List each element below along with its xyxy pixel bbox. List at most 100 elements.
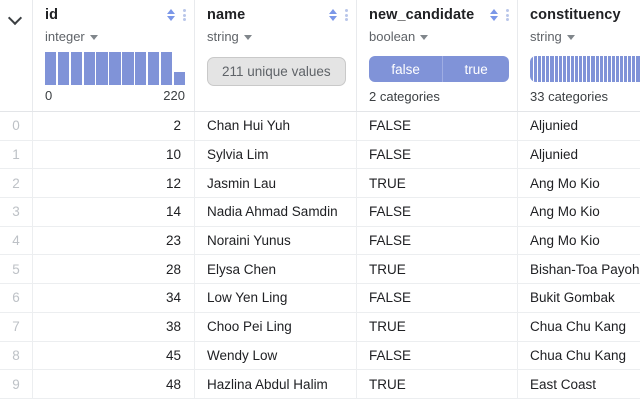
column-header-actions xyxy=(167,8,186,22)
cell-constituency[interactable]: Ang Mo Kio xyxy=(530,233,600,249)
unique-values-chip: 211 unique values xyxy=(207,57,346,86)
cell-constituency[interactable]: East Coast xyxy=(530,376,597,392)
histogram-bar xyxy=(135,52,147,85)
cell-id[interactable]: 34 xyxy=(33,284,195,312)
category-segment xyxy=(616,56,621,82)
column-header-name[interactable]: name string 211 unique values xyxy=(195,0,357,111)
column-header-new-candidate[interactable]: new_candidate boolean false true 2 categ… xyxy=(357,0,518,111)
column-type[interactable]: integer xyxy=(45,29,184,45)
caret-down-icon[interactable] xyxy=(566,34,575,40)
category-segment xyxy=(628,56,633,82)
category-segment xyxy=(596,56,600,82)
chevron-down-icon[interactable] xyxy=(9,12,23,26)
category-segment xyxy=(530,56,535,82)
more-options-icon[interactable] xyxy=(506,8,509,22)
axis-min-label: 0 xyxy=(45,88,53,103)
cell-new-candidate[interactable]: TRUE xyxy=(357,370,518,398)
cell-new-candidate[interactable]: FALSE xyxy=(357,226,518,255)
header-collapse-cell[interactable] xyxy=(0,0,33,111)
category-segment xyxy=(608,56,612,82)
cell-constituency[interactable]: Aljunied xyxy=(530,118,579,134)
cell-new-candidate[interactable]: FALSE xyxy=(357,140,518,169)
cell-constituency[interactable]: Ang Mo Kio xyxy=(530,204,600,220)
table-row[interactable]: 3 14 Nadia Ahmad Samdin FALSE Ang Mo Kio xyxy=(0,198,640,227)
histogram-bar xyxy=(57,52,70,85)
category-segment xyxy=(575,56,580,82)
cell-name[interactable]: Elysa Chen xyxy=(195,255,357,284)
cell-new-candidate[interactable]: FALSE xyxy=(357,284,518,312)
column-type[interactable]: string xyxy=(530,29,640,45)
column-type-label: integer xyxy=(45,29,85,44)
histogram-bar xyxy=(83,52,95,85)
cell-name[interactable]: Noraini Yunus xyxy=(195,226,357,255)
cell-name[interactable]: Wendy Low xyxy=(195,341,357,370)
table-row[interactable]: 1 10 Sylvia Lim FALSE Aljunied xyxy=(0,140,640,170)
axis-max-label: 220 xyxy=(163,88,185,103)
cell-id[interactable]: 45 xyxy=(33,341,195,370)
table-row[interactable]: 6 34 Low Yen Ling FALSE Bukit Gombak xyxy=(0,284,640,313)
row-index: 9 xyxy=(0,370,33,398)
sort-icon[interactable] xyxy=(329,8,338,22)
sort-icon[interactable] xyxy=(167,8,176,22)
cell-id[interactable]: 48 xyxy=(33,370,195,398)
cell-id[interactable]: 23 xyxy=(33,226,195,255)
table-row[interactable]: 8 45 Wendy Low FALSE Chua Chu Kang xyxy=(0,341,640,371)
column-title: name xyxy=(207,7,246,23)
boolean-distribution-bar: false true xyxy=(369,56,509,82)
cell-id[interactable]: 28 xyxy=(33,255,195,284)
cell-new-candidate[interactable]: FALSE xyxy=(357,198,518,226)
category-segment xyxy=(538,56,543,82)
cell-name[interactable]: Nadia Ahmad Samdin xyxy=(195,198,357,226)
cell-id[interactable]: 2 xyxy=(33,112,195,140)
column-header-constituency[interactable]: constituency string 33 categories xyxy=(518,0,640,111)
cell-name[interactable]: Jasmin Lau xyxy=(195,169,357,198)
caret-down-icon[interactable] xyxy=(89,34,98,40)
cell-constituency[interactable]: Chua Chu Kang xyxy=(530,347,627,363)
table-row[interactable]: 2 12 Jasmin Lau TRUE Ang Mo Kio xyxy=(0,169,640,199)
column-type[interactable]: string xyxy=(207,29,346,45)
category-segment xyxy=(620,56,625,82)
sort-icon[interactable] xyxy=(490,8,499,22)
table-row[interactable]: 9 48 Hazlina Abdul Halim TRUE East Coast xyxy=(0,370,640,399)
cell-constituency[interactable]: Chua Chu Kang xyxy=(530,319,627,335)
caret-down-icon[interactable] xyxy=(243,34,252,40)
cell-constituency[interactable]: Aljunied xyxy=(530,147,579,163)
category-segment xyxy=(555,56,559,82)
cell-constituency[interactable]: Ang Mo Kio xyxy=(530,175,600,191)
cell-id[interactable]: 10 xyxy=(33,140,195,169)
table-row[interactable]: 0 2 Chan Hui Yuh FALSE Aljunied xyxy=(0,112,640,141)
cell-id[interactable]: 38 xyxy=(33,312,195,341)
cell-name[interactable]: Choo Pei Ling xyxy=(195,312,357,341)
cell-new-candidate[interactable]: TRUE xyxy=(357,312,518,341)
category-segment xyxy=(583,56,588,82)
category-segment xyxy=(591,56,596,82)
cell-name[interactable]: Sylvia Lim xyxy=(195,140,357,169)
cell-new-candidate[interactable]: TRUE xyxy=(357,169,518,198)
column-header-id[interactable]: id integer 0 220 xyxy=(33,0,195,111)
cell-constituency[interactable]: Bishan-Toa Payoh xyxy=(530,261,640,277)
cell-constituency[interactable]: Bukit Gombak xyxy=(530,290,615,306)
cell-name[interactable]: Hazlina Abdul Halim xyxy=(195,370,357,398)
cell-name[interactable]: Chan Hui Yuh xyxy=(195,112,357,140)
category-segment xyxy=(600,56,604,82)
cell-new-candidate[interactable]: FALSE xyxy=(357,341,518,370)
cell-name[interactable]: Low Yen Ling xyxy=(195,284,357,312)
cell-id[interactable]: 12 xyxy=(33,169,195,198)
cell-new-candidate[interactable]: TRUE xyxy=(357,255,518,284)
cell-new-candidate[interactable]: FALSE xyxy=(357,112,518,140)
row-index: 1 xyxy=(0,140,33,169)
table-row[interactable]: 7 38 Choo Pei Ling TRUE Chua Chu Kang xyxy=(0,312,640,342)
cell-id[interactable]: 14 xyxy=(33,198,195,226)
column-type-label: string xyxy=(530,29,562,44)
column-title: constituency xyxy=(530,7,621,23)
grid-header: id integer 0 220 name string xyxy=(0,0,640,112)
category-segment xyxy=(542,56,547,82)
row-index: 8 xyxy=(0,341,33,370)
more-options-icon[interactable] xyxy=(183,8,186,22)
table-row[interactable]: 5 28 Elysa Chen TRUE Bishan-Toa Payoh xyxy=(0,255,640,285)
more-options-icon[interactable] xyxy=(345,8,348,22)
table-row[interactable]: 4 23 Noraini Yunus FALSE Ang Mo Kio xyxy=(0,226,640,256)
column-type[interactable]: boolean xyxy=(369,29,507,45)
caret-down-icon[interactable] xyxy=(420,34,429,40)
